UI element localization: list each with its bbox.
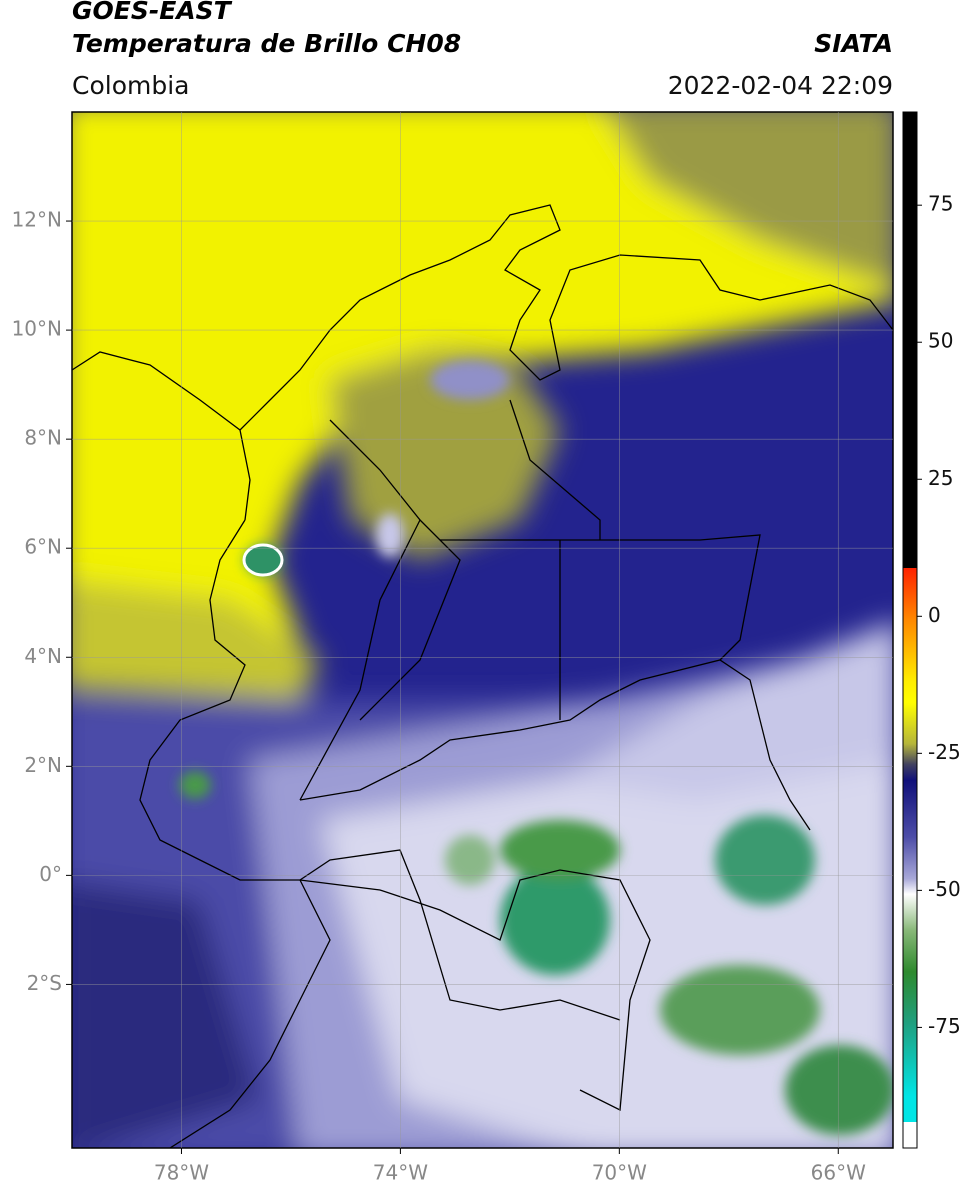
x-tick-label: 74°W	[373, 1161, 428, 1185]
map-frame	[71, 111, 894, 1149]
y-tick-label: 2°S	[27, 971, 62, 995]
colorbar-tick-label: -75	[928, 1014, 961, 1038]
x-tick-label: 78°W	[154, 1161, 209, 1185]
colorbar-tick-label: -25	[928, 740, 961, 764]
colorbar-tick-label: 50	[928, 329, 953, 353]
y-tick-label: 2°N	[24, 753, 62, 777]
colorbar	[902, 111, 918, 1149]
colorbar-tick-label: 25	[928, 466, 953, 490]
product-title: Temperatura de Brillo CH08	[72, 29, 461, 58]
x-tick-label: 66°W	[811, 1161, 866, 1185]
region-label: Colombia	[72, 71, 189, 100]
y-tick-label: 12°N	[12, 208, 62, 232]
datetime-label: 2022-02-04 22:09	[668, 71, 893, 100]
y-tick-label: 8°N	[24, 426, 62, 450]
colorbar-tick-label: -50	[928, 877, 961, 901]
colorbar-tick-label: 75	[928, 192, 953, 216]
x-tick-label: 70°W	[592, 1161, 647, 1185]
satellite-image	[72, 112, 893, 1148]
source-label: SIATA	[814, 29, 893, 58]
y-tick-label: 0°	[39, 862, 62, 886]
satellite-title: GOES-EAST	[72, 0, 233, 25]
y-tick-label: 4°N	[24, 644, 62, 668]
graticule	[72, 112, 893, 1148]
y-tick-label: 6°N	[24, 535, 62, 559]
y-tick-label: 10°N	[12, 317, 62, 341]
colorbar-tick-label: 0	[928, 603, 941, 627]
